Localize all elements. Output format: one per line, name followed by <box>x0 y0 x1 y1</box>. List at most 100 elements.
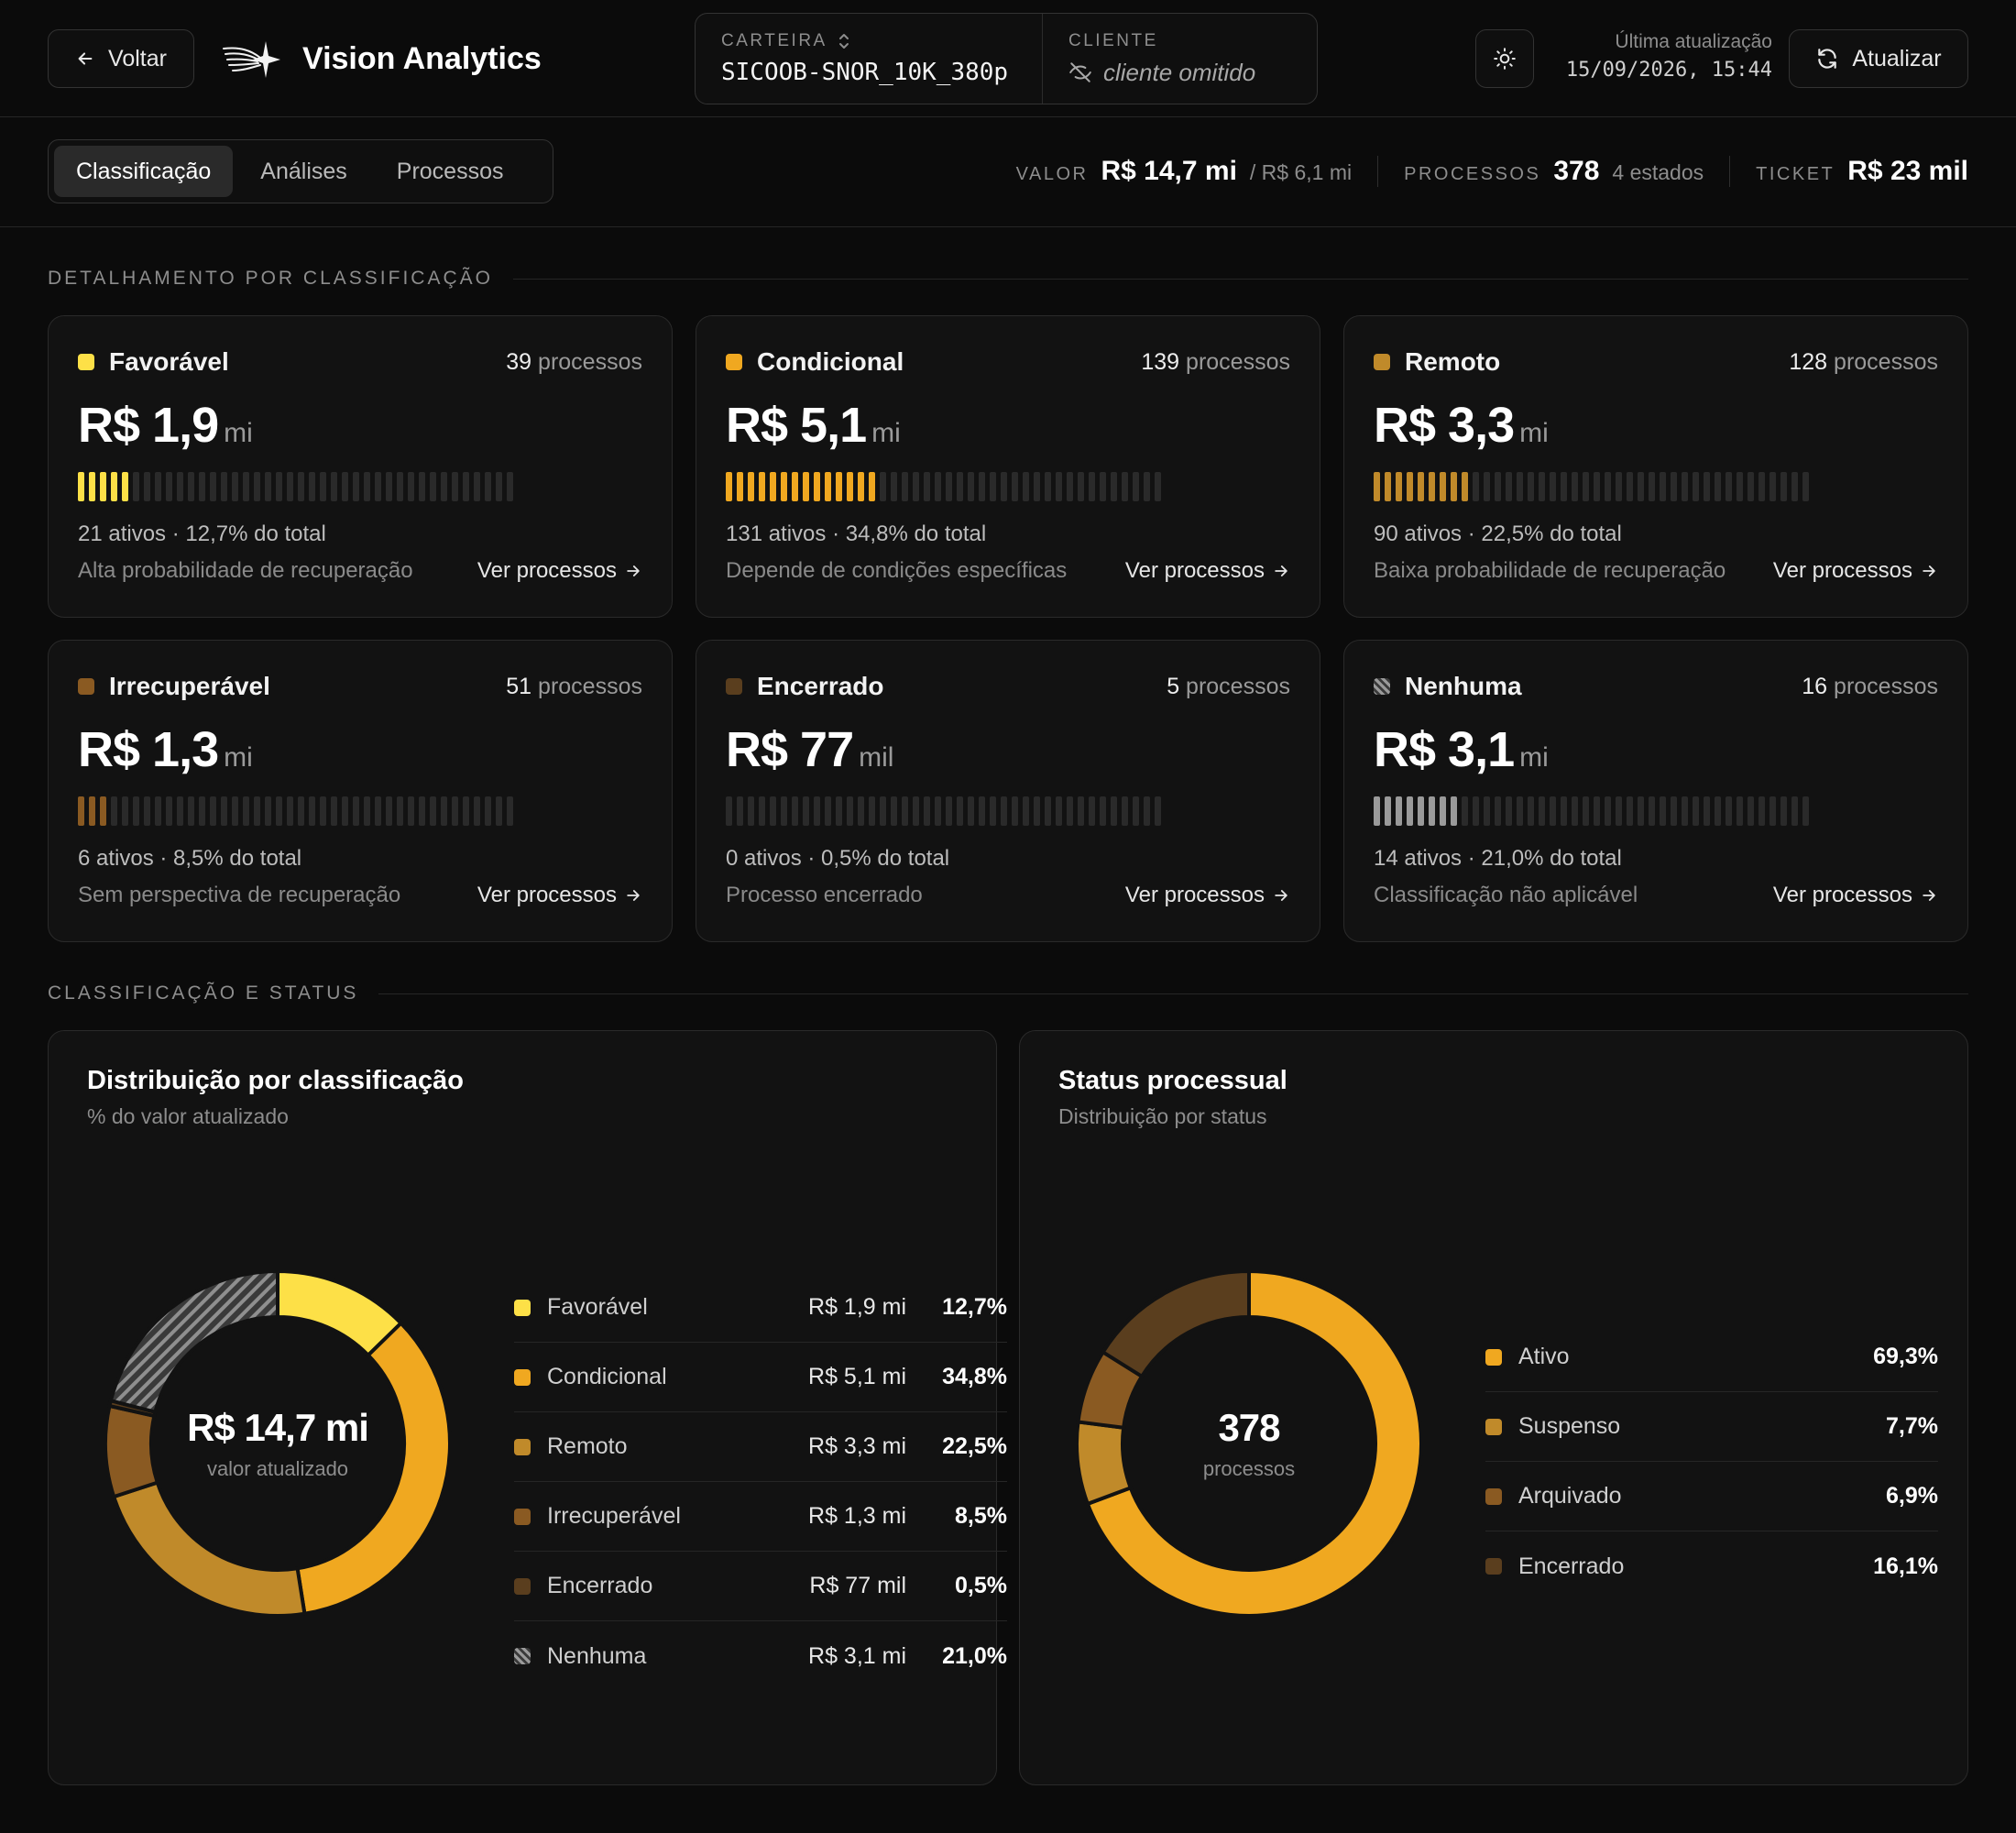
progress-segment-empty <box>1144 796 1150 826</box>
card-value-amount: R$ 5,1 <box>726 398 867 453</box>
legend-percent: 0,5% <box>955 1573 1007 1598</box>
back-button[interactable]: Voltar <box>48 29 194 88</box>
card-progress-bar <box>726 796 1290 826</box>
theme-toggle-button[interactable] <box>1475 29 1534 88</box>
refresh-button[interactable]: Atualizar <box>1789 29 1968 88</box>
progress-segment-empty <box>155 472 161 501</box>
progress-segment-empty <box>1638 472 1644 501</box>
arrow-left-icon <box>78 52 93 65</box>
progress-segment-empty <box>353 796 359 826</box>
legend-swatch <box>1485 1348 1502 1366</box>
arrow-right-icon <box>1923 565 1935 576</box>
progress-segment-empty <box>144 472 150 501</box>
card-value: R$ 1,3 mi <box>78 721 642 778</box>
legend-value: R$ 5,1 mi <box>808 1364 906 1389</box>
carteira-selector[interactable]: CARTEIRA SICOOB-SNOR_10K_380p <box>696 14 1042 104</box>
progress-segment-empty <box>430 472 436 501</box>
portfolio-selector[interactable]: CARTEIRA SICOOB-SNOR_10K_380p CLIENTE cl… <box>695 13 1318 104</box>
progress-segment-empty <box>243 796 249 826</box>
card-name: Remoto <box>1405 347 1501 376</box>
arrow-right-icon <box>627 890 640 901</box>
progress-segment-empty <box>188 472 194 501</box>
progress-segment-empty <box>1594 796 1600 826</box>
progress-segment-empty <box>463 472 469 501</box>
view-processes-link[interactable]: Ver processos <box>477 883 642 908</box>
progress-segment-filled <box>78 472 84 501</box>
legend-swatch <box>514 1368 531 1386</box>
progress-segment-empty <box>1802 472 1809 501</box>
progress-segment-filled <box>100 472 106 501</box>
view-processes-link[interactable]: Ver processos <box>477 558 642 584</box>
card-name: Condicional <box>757 347 904 376</box>
progress-segment-empty <box>1473 472 1479 501</box>
progress-segment-empty <box>1034 472 1040 501</box>
progress-segment-filled <box>847 472 853 501</box>
legend-percent: 7,7% <box>1886 1413 1938 1439</box>
progress-segment-empty <box>507 796 513 826</box>
back-label: Voltar <box>108 45 167 71</box>
progress-segment-empty <box>1660 796 1666 826</box>
metric-processos: PROCESSOS 378 4 estados <box>1377 156 1729 187</box>
legend-percent: 12,7% <box>942 1294 1007 1320</box>
progress-segment-empty <box>320 796 326 826</box>
card-footer: Baixa probabilidade de recuperação Ver p… <box>1374 558 1938 584</box>
progress-segment-empty <box>946 472 952 501</box>
progress-segment-empty <box>419 796 425 826</box>
view-tabs: Classificação Análises Processos <box>48 139 553 203</box>
tab-processos[interactable]: Processos <box>396 158 504 184</box>
progress-segment-empty <box>1583 472 1589 501</box>
view-processes-link[interactable]: Ver processos <box>1773 883 1938 908</box>
progress-segment-empty <box>803 796 809 826</box>
progress-segment-empty <box>1605 796 1611 826</box>
view-processes-label: Ver processos <box>1772 558 1912 583</box>
view-processes-link[interactable]: Ver processos <box>1773 558 1938 584</box>
card-count-unit: processos <box>538 348 642 375</box>
progress-segment-empty <box>331 472 337 501</box>
progress-segment-empty <box>265 796 271 826</box>
progress-segment-empty <box>1594 472 1600 501</box>
legend-swatch <box>514 1648 531 1664</box>
progress-segment-empty <box>210 472 216 501</box>
progress-segment-empty <box>1627 796 1633 826</box>
progress-segment-empty <box>935 472 941 501</box>
legend-row: Condicional R$ 5,1 mi 34,8% <box>514 1343 1007 1412</box>
status-donut-svg <box>1075 1268 1423 1618</box>
classification-donut: R$ 14,7 mi valor atualizado <box>104 1268 452 1618</box>
tab-analises[interactable]: Análises <box>260 158 347 184</box>
progress-segment-empty <box>397 472 403 501</box>
card-title: Irrecuperável <box>78 672 270 701</box>
classification-card: Remoto 128 processos R$ 3,3 mi 90 ativos… <box>1343 315 1968 618</box>
brand: Vision Analytics <box>220 33 542 84</box>
progress-segment-filled <box>737 472 743 501</box>
progress-segment-empty <box>1671 472 1677 501</box>
progress-segment-empty <box>298 472 304 501</box>
progress-segment-empty <box>1100 472 1106 501</box>
card-count: 5 processos <box>1167 674 1290 700</box>
legend-swatch <box>514 1299 531 1316</box>
progress-segment-filled <box>89 472 95 501</box>
view-processes-link[interactable]: Ver processos <box>1125 558 1290 584</box>
progress-segment-empty <box>1572 796 1578 826</box>
legend-percent: 8,5% <box>955 1503 1007 1529</box>
metric-ticket-label: TICKET <box>1756 164 1835 184</box>
category-color-swatch <box>78 354 94 370</box>
progress-segment-empty <box>1616 472 1622 501</box>
card-name: Favorável <box>109 347 229 376</box>
progress-segment-empty <box>1660 472 1666 501</box>
card-value-amount: R$ 3,3 <box>1374 398 1515 453</box>
progress-segment-empty <box>1001 472 1007 501</box>
tab-classificacao[interactable]: Classificação <box>54 146 234 197</box>
progress-segment-empty <box>496 472 502 501</box>
progress-segment-filled <box>792 472 798 501</box>
progress-segment-empty <box>1528 796 1534 826</box>
progress-segment-filled <box>1462 472 1468 501</box>
progress-segment-empty <box>1155 472 1161 501</box>
view-processes-label: Ver processos <box>1124 883 1265 907</box>
legend-row: Nenhuma R$ 3,1 mi 21,0% <box>514 1621 1007 1691</box>
progress-segment-empty <box>441 796 447 826</box>
category-color-swatch <box>1374 354 1390 370</box>
card-stats: 90 ativos · 22,5% do total <box>1374 521 1622 546</box>
chevron-up-down-icon <box>838 34 849 49</box>
card-header: Remoto 128 processos <box>1374 347 1938 377</box>
view-processes-link[interactable]: Ver processos <box>1125 883 1290 908</box>
